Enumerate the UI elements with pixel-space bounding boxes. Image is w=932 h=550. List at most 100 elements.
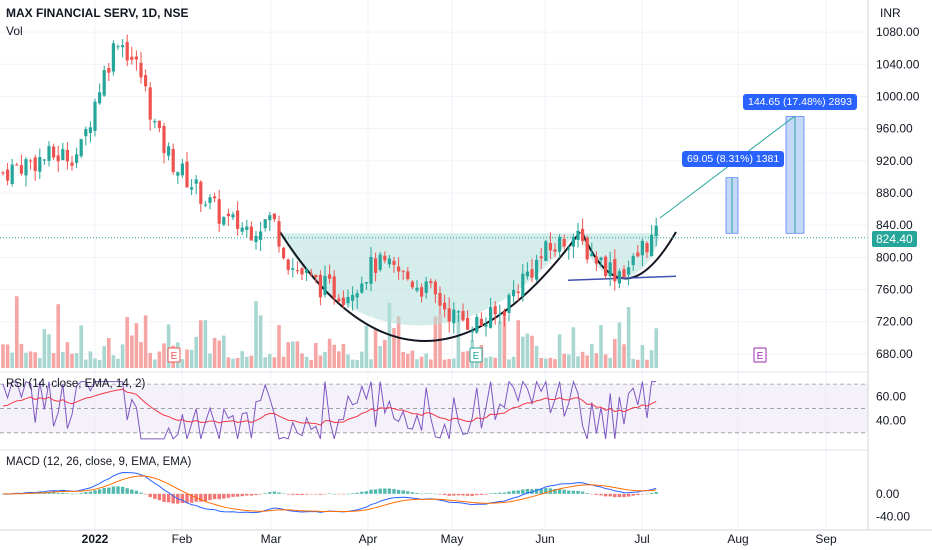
earnings-marker-label: E: [171, 351, 178, 362]
macd-tick: 0.00: [876, 487, 900, 501]
candle-body: [622, 269, 626, 278]
macd-histogram-bar: [465, 493, 470, 496]
candle-body: [337, 298, 341, 302]
volume-bar: [631, 358, 635, 368]
volume-bar: [429, 359, 433, 368]
candle-body: [608, 262, 612, 277]
volume-bar: [24, 352, 28, 368]
macd-histogram-bar: [300, 493, 304, 496]
volume-bar: [447, 358, 451, 368]
candle-body: [208, 197, 212, 203]
macd-histogram-bar: [383, 488, 387, 494]
macd-histogram-bar: [488, 493, 493, 494]
macd-histogram-bar: [433, 493, 438, 495]
candle-body: [286, 259, 290, 270]
macd-histogram-bar: [111, 486, 116, 494]
volume-bar: [47, 334, 51, 368]
y-tick-label: 840.00: [876, 218, 913, 232]
candle-body: [199, 181, 203, 204]
candle-body: [645, 243, 649, 253]
volume-bar: [332, 344, 336, 368]
macd-histogram-bar: [318, 493, 323, 495]
candle-body: [599, 257, 603, 261]
macd-histogram-bar: [516, 490, 520, 494]
macd-histogram-bar: [424, 493, 428, 495]
volume-bar: [613, 338, 617, 368]
volume-bar: [396, 316, 401, 368]
candle-body: [121, 45, 125, 48]
volume-bar: [603, 354, 608, 368]
projection-line: [659, 115, 796, 219]
macd-histogram-bar: [567, 490, 571, 494]
macd-histogram-bar: [304, 493, 309, 495]
volume-bar: [493, 357, 497, 368]
candle-body: [33, 157, 37, 171]
macd-histogram-bar: [470, 493, 474, 496]
candle-body: [539, 256, 543, 259]
current-price-tag: 824.40: [872, 231, 917, 247]
volume-bar: [548, 357, 553, 368]
macd-histogram-bar: [364, 491, 369, 494]
macd-histogram-bar: [268, 492, 272, 494]
candle-body: [240, 227, 244, 232]
candle-body: [512, 289, 516, 297]
volume-bar: [222, 335, 226, 368]
candle-body: [84, 129, 88, 137]
volume-bar: [61, 351, 65, 368]
candle-body: [282, 247, 286, 259]
candle-body: [268, 215, 272, 221]
macd-histogram-bar: [447, 493, 451, 496]
volume-bar: [84, 359, 88, 368]
earnings-marker: [167, 347, 181, 363]
candle-body: [107, 68, 111, 73]
rsi-label: RSI (14, close, EMA, 14, 2): [6, 378, 146, 390]
candle-body: [470, 331, 474, 333]
macd-histogram-bar: [272, 491, 277, 494]
volume-bar: [162, 343, 166, 368]
macd-histogram-bar: [157, 493, 162, 501]
candle-body: [558, 236, 562, 252]
macd-histogram-bar: [622, 493, 626, 498]
candle-body: [328, 274, 332, 279]
macd-histogram-bar: [97, 489, 102, 494]
macd-histogram-bar: [134, 490, 139, 494]
volume-bar: [364, 325, 369, 368]
candle-body: [525, 271, 529, 277]
candle-body: [397, 266, 401, 272]
volume-bar: [534, 345, 539, 368]
macd-histogram-bar: [143, 493, 148, 495]
volume-bar: [373, 328, 378, 368]
volume-bar: [15, 296, 19, 368]
macd-histogram-bar: [442, 493, 447, 496]
volume-bar: [28, 351, 33, 368]
macd-histogram-bar: [410, 492, 415, 494]
candle-body: [406, 271, 410, 280]
volume-bar: [419, 356, 424, 368]
macd-histogram-bar: [603, 493, 608, 497]
macd-histogram-bar: [530, 489, 534, 494]
candle-body: [176, 172, 180, 176]
macd-histogram-bar: [401, 490, 405, 494]
macd-histogram-bar: [295, 493, 300, 495]
y-tick-label: 1080.00: [876, 25, 920, 39]
volume-bar: [180, 359, 185, 368]
macd-histogram-bar: [139, 492, 143, 494]
candle-body: [415, 287, 419, 291]
measure-box-2[interactable]: 144.65 (17.48%) 2893: [743, 94, 857, 110]
macd-histogram-bar: [461, 493, 465, 496]
macd-histogram-bar: [107, 487, 111, 494]
volume-bar: [314, 342, 318, 368]
candle-body: [452, 309, 456, 324]
volume-bar: [194, 336, 198, 368]
macd-tick: -40.00: [876, 509, 910, 523]
volume-bar: [567, 354, 571, 368]
volume-label: Vol: [6, 24, 23, 38]
volume-bar: [392, 328, 396, 368]
macd-histogram-bar: [74, 493, 79, 495]
macd-histogram-bar: [360, 491, 364, 494]
measure-box-1[interactable]: 69.05 (8.31%) 1381: [682, 151, 785, 167]
volume-bar: [475, 358, 479, 368]
volume-bar: [617, 322, 622, 368]
candle-body: [226, 213, 230, 217]
macd-histogram-bar: [281, 493, 286, 494]
